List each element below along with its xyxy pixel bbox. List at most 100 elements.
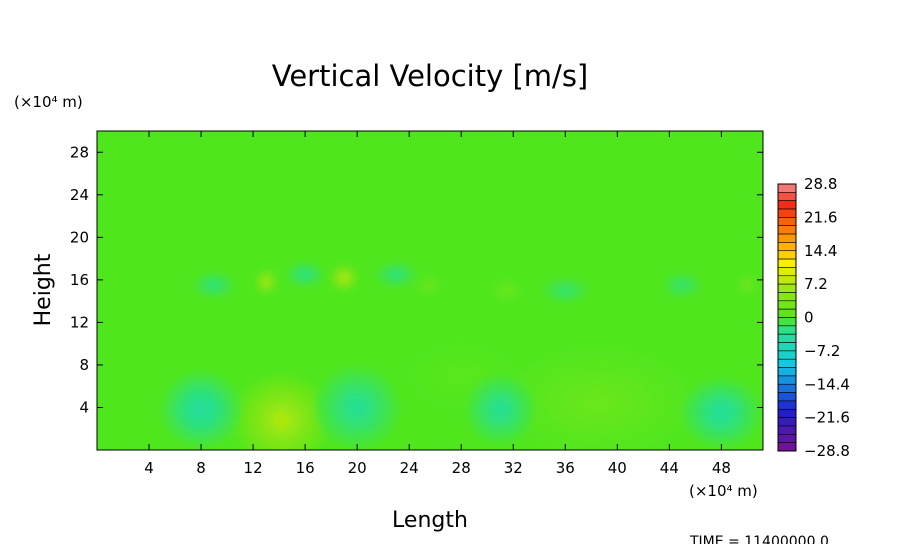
downdraft-contour: [348, 399, 366, 416]
downdraft-cell: [682, 378, 761, 447]
colorbar-cell: [777, 408, 797, 418]
colorbar-cell: [777, 333, 797, 343]
y-unit-label: (×10⁴ m): [14, 93, 83, 111]
colorbar-cell: [777, 383, 797, 393]
x-tick-label: 12: [244, 459, 263, 477]
colorbar-cell: [777, 400, 797, 410]
colorbar-cell: [777, 300, 797, 310]
downdraft-cell: [466, 375, 535, 444]
colorbar-cell: [777, 242, 797, 252]
x-tick-label: 32: [504, 459, 523, 477]
downdraft-contour: [678, 282, 687, 288]
colorbar-frame: [777, 183, 797, 452]
y-tick-label: 28: [70, 143, 89, 161]
colorbar-cell: [777, 192, 797, 201]
downdraft-contour: [209, 282, 219, 288]
colorbar-cell: [777, 417, 797, 427]
y-axis-ticks: 4 8 12 16 20 24 28: [70, 143, 763, 416]
colorbar-cell: [777, 358, 797, 368]
downdraft-cell: [315, 367, 399, 448]
y-tick-label: 16: [70, 271, 89, 289]
updraft-cell: [329, 263, 359, 292]
colorbar-cell: [777, 233, 797, 243]
colorbar-cell: [777, 350, 797, 360]
colorbar-tick-label: 14.4: [804, 242, 837, 260]
colorbar-cell: [777, 283, 797, 293]
updraft-cell: [415, 274, 442, 296]
updraft-contour: [450, 369, 472, 382]
colorbar-cell: [777, 342, 797, 352]
x-axis-label: Length: [392, 508, 468, 533]
colorbar-tick-label: 28.8: [804, 175, 837, 193]
colorbar-cell: [777, 250, 797, 260]
colorbar-cell: [777, 225, 797, 235]
colorbar-cell: [777, 292, 797, 302]
updraft-contour: [745, 283, 750, 288]
colorbar-cell: [777, 442, 797, 452]
colorbar-cell: [777, 258, 797, 268]
x-tick-label: 24: [400, 459, 419, 477]
colorbar-cell: [777, 367, 797, 377]
x-axis-ticks: 4 8 12 16 20 24 28 32 36 40 44 48: [144, 131, 731, 477]
y-tick-label: 4: [79, 398, 89, 416]
colorbar-labels: 28.8 21.6 14.4 7.2 0 −7.2 −14.4 −21.6 −28.8: [804, 175, 850, 460]
updraft-cell: [254, 269, 278, 295]
x-tick-label: 40: [608, 459, 627, 477]
updraft-cell: [736, 274, 758, 296]
updraft-contour: [579, 391, 617, 413]
colorbar-cell: [777, 392, 797, 402]
colorbar-tick-label: 0: [804, 309, 814, 327]
y-tick-label: 20: [70, 228, 89, 246]
chart-title: Vertical Velocity [m/s]: [272, 59, 589, 93]
updraft-contour: [426, 283, 432, 288]
colorbar-cell: [777, 217, 797, 227]
downdraft-contour: [493, 402, 508, 417]
colorbar-cell: [777, 317, 797, 327]
x-tick-label: 36: [556, 459, 575, 477]
y-tick-label: 12: [70, 313, 89, 331]
downdraft-cell: [662, 272, 702, 298]
downdraft-cell: [162, 372, 241, 447]
colorbar-tick-label: −14.4: [804, 375, 850, 393]
x-unit-label: (×10⁴ m): [689, 482, 758, 500]
downdraft-contour: [391, 271, 401, 278]
colorbar-tick-label: 21.6: [804, 208, 837, 226]
downdraft-cell: [193, 272, 235, 298]
x-tick-label: 48: [712, 459, 731, 477]
colorbar-cell: [777, 275, 797, 285]
downdraft-contour: [301, 271, 310, 278]
downdraft-contour: [713, 405, 730, 420]
updraft-contour: [503, 288, 510, 293]
x-tick-label: 20: [348, 459, 367, 477]
x-tick-label: 16: [296, 459, 315, 477]
colorbar: [777, 183, 797, 452]
colorbar-cell: [777, 425, 797, 435]
updraft-cell: [491, 278, 523, 303]
colorbar-cell: [777, 325, 797, 335]
y-tick-label: 24: [70, 186, 89, 204]
x-tick-label: 4: [144, 459, 154, 477]
downdraft-cell: [541, 277, 589, 304]
colorbar-cell: [777, 183, 797, 193]
colorbar-cell: [777, 375, 797, 385]
colorbar-cell: [777, 208, 797, 218]
colorbar-cell: [777, 434, 797, 443]
updraft-cell: [506, 348, 689, 450]
downdraft-cell: [285, 261, 325, 288]
updraft-contour: [341, 274, 348, 281]
colorbar-tick-label: −21.6: [804, 409, 850, 427]
updraft-contour: [263, 279, 269, 285]
time-label: TIME = 11400000.0: [689, 534, 829, 544]
plot-frame: [96, 130, 764, 451]
colorbar-cell: [777, 200, 797, 210]
x-tick-label: 28: [452, 459, 471, 477]
colorbar-tick-label: −28.8: [804, 442, 850, 460]
field-features: [162, 261, 761, 450]
updraft-contour: [272, 411, 292, 430]
colorbar-cell: [777, 308, 797, 318]
x-tick-label: 8: [196, 459, 206, 477]
downdraft-contour: [193, 402, 209, 417]
colorbar-tick-label: 7.2: [804, 275, 828, 293]
x-tick-label: 44: [660, 459, 679, 477]
